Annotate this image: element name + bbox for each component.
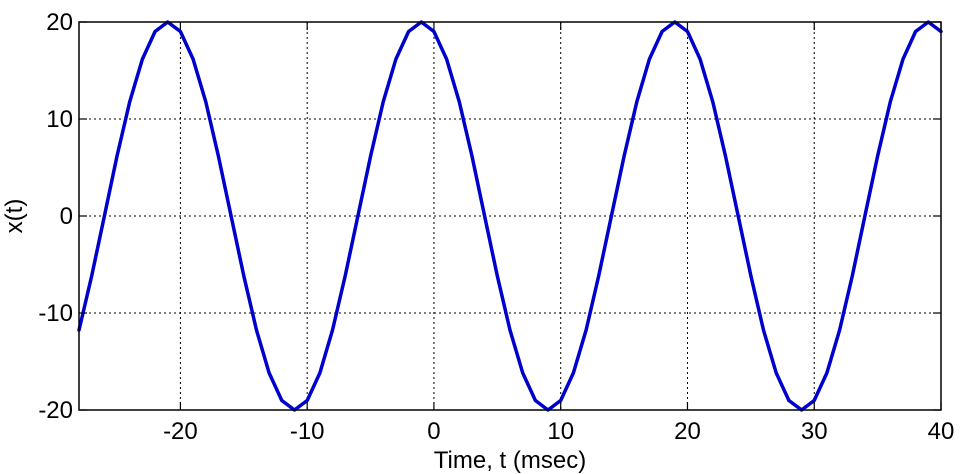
x-tick-label: 30 bbox=[801, 418, 828, 445]
y-tick-label: -10 bbox=[38, 300, 73, 327]
y-tick-label: -20 bbox=[38, 397, 73, 424]
x-tick-label: 40 bbox=[928, 418, 955, 445]
series-layer bbox=[77, 20, 943, 412]
y-axis-label: x(t) bbox=[1, 199, 28, 234]
grid bbox=[79, 22, 941, 410]
y-tick-label: 0 bbox=[60, 203, 73, 230]
y-tick-label: 20 bbox=[46, 9, 73, 36]
x-tick-label: -10 bbox=[290, 418, 325, 445]
x-tick-label: -20 bbox=[163, 418, 198, 445]
y-tick-label: 10 bbox=[46, 106, 73, 133]
x-axis-ticks: -20 -10 0 10 20 30 40 bbox=[163, 22, 954, 445]
x-axis-label: Time, t (msec) bbox=[434, 447, 586, 474]
y-axis-ticks: -20 -10 0 10 20 bbox=[38, 9, 941, 424]
series-line bbox=[77, 20, 943, 412]
x-tick-label: 0 bbox=[427, 418, 440, 445]
x-tick-label: 20 bbox=[674, 418, 701, 445]
x-tick-label: 10 bbox=[547, 418, 574, 445]
